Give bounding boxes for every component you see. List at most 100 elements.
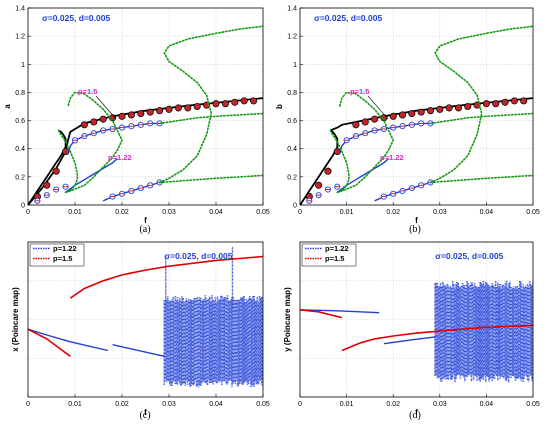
chart-panel-c: 0 0.01 0.02 0.03 0.04 0.05 f x (Poincare map) σ=… [11, 241, 270, 421]
y-tick-label: 0.2 [15, 174, 25, 181]
scatter-band [434, 280, 533, 383]
data-point-red [501, 98, 509, 106]
series-line-unstable [429, 174, 533, 184]
legend-label: p=1.5 [53, 254, 72, 263]
x-tick-label: 0.03 [433, 401, 447, 408]
data-point-red [398, 111, 407, 119]
x-tick-label: 0.03 [162, 209, 176, 216]
data-point-red [352, 121, 360, 129]
y-axis-label: b [275, 104, 284, 109]
y-tick-label: 1 [293, 62, 297, 69]
data-point-red [193, 102, 201, 111]
panel-caption: (a) [139, 224, 150, 235]
data-point-red [240, 97, 248, 105]
series-line-unstable [158, 174, 263, 184]
series-line-unstable [329, 129, 350, 194]
x-tick-label: 0.04 [480, 209, 494, 216]
data-point-red [380, 114, 388, 122]
series-line-stable [300, 129, 339, 205]
axes-frame [27, 7, 264, 206]
data-point-red [146, 108, 154, 116]
series-line-blue [300, 309, 380, 314]
x-tick-label: 0 [298, 401, 302, 408]
series-line-unstable [336, 91, 395, 194]
annotation-p15: p=1.5 [350, 87, 369, 96]
legend-label: p=1.22 [325, 244, 349, 253]
axes-frame [299, 241, 534, 398]
axes-frame [27, 241, 264, 398]
series-line-blue [112, 344, 165, 357]
x-tick-label: 0 [298, 209, 302, 216]
data-point-red [250, 97, 258, 105]
data-point-red [361, 118, 369, 126]
x-tick-label: 0.02 [386, 209, 400, 216]
series-line-stable [28, 129, 67, 205]
legend: p=1.22p=1.5 [301, 243, 357, 267]
y-axis-label: y (Poincare map) [283, 287, 292, 352]
x-tick-label: 0.03 [433, 209, 447, 216]
legend-box [301, 243, 357, 267]
series-line-blue [383, 336, 436, 345]
data-point-red [231, 98, 239, 106]
series-line-red [28, 328, 71, 357]
annotation-arrow [367, 95, 389, 120]
scatter-band [163, 295, 263, 388]
data-point-red [389, 112, 397, 120]
data-point-red [221, 100, 229, 108]
annotation-p15: p=1.5 [78, 87, 97, 96]
data-point-red [445, 104, 453, 112]
x-tick-label: 0.02 [115, 209, 129, 216]
x-axis-label: f [144, 408, 147, 417]
data-point-red [520, 97, 528, 105]
parameter-annotation: σ=0.025, d=0.005 [164, 251, 232, 261]
y-axis-label: a [3, 104, 12, 109]
y-tick-label: 0.2 [287, 174, 297, 181]
data-point-red [90, 118, 98, 126]
y-tick-label: 0.6 [15, 118, 25, 125]
annotation-arrow [95, 95, 117, 120]
plot-area [28, 8, 263, 205]
legend-box [29, 243, 85, 267]
series-line-unstable [158, 25, 263, 184]
data-point-red [165, 105, 173, 113]
x-tick-label: 0.02 [115, 401, 129, 408]
y-tick-label: 1.4 [15, 6, 25, 13]
x-tick-label: 0 [26, 209, 30, 216]
series-line-unstable [429, 25, 533, 184]
series-line-unstable [64, 91, 123, 194]
data-point-red [436, 105, 444, 113]
chart-panel-d: 0 0.01 0.02 0.03 0.04 0.05 f y (Poincare map) σ=… [283, 241, 540, 421]
data-point-red [43, 181, 51, 189]
x-tick-label: 0.05 [526, 401, 540, 408]
series-line-unstable [57, 129, 79, 194]
annotation-p122: p=1.22 [108, 153, 132, 162]
y-tick-label: 0.4 [15, 146, 25, 153]
data-point-red [99, 115, 107, 123]
x-tick-label: 0.01 [68, 401, 82, 408]
y-tick-label: 0.8 [287, 90, 297, 97]
series-line-unstable [429, 112, 533, 125]
x-axis-label: f [144, 216, 147, 225]
data-point-red [184, 104, 192, 112]
x-tick-label: 0.05 [256, 401, 270, 408]
y-tick-label: 1 [21, 62, 25, 69]
x-tick-label: 0.01 [68, 209, 82, 216]
y-axis-label: x (Poincare map) [11, 287, 20, 352]
data-point-red [371, 115, 379, 123]
series-line-blue [28, 328, 71, 343]
legend-label: p=1.5 [325, 254, 344, 263]
x-tick-label: 0.04 [480, 401, 494, 408]
y-tick-label: 1.2 [287, 34, 297, 41]
series-line-red [300, 309, 343, 319]
data-point-red [315, 181, 323, 189]
x-tick-label: 0.04 [209, 209, 223, 216]
series-line-unstable [158, 112, 263, 125]
y-tick-label: 0.8 [15, 90, 25, 97]
parameter-annotation: σ=0.025, d=0.005 [314, 13, 382, 23]
legend: p=1.22p=1.5 [29, 243, 85, 267]
series-group [28, 246, 263, 388]
y-tick-label: 0.6 [287, 118, 297, 125]
data-point-red [408, 109, 416, 118]
x-axis-label: f [415, 408, 418, 417]
x-axis-label: f [415, 216, 418, 225]
